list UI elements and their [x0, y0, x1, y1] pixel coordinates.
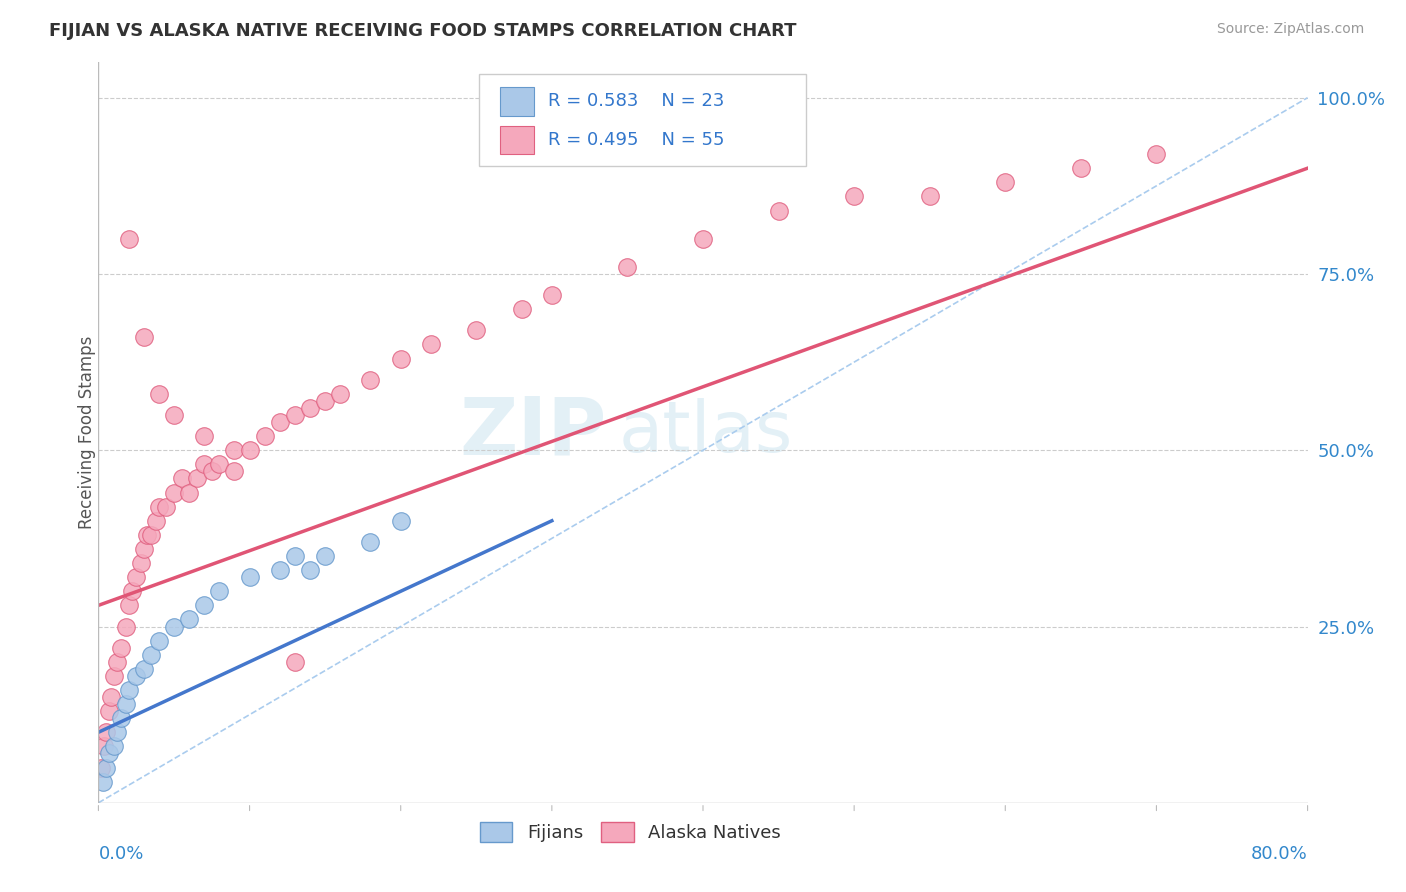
Point	[105, 725, 128, 739]
Point	[163, 619, 186, 633]
Point	[253, 429, 276, 443]
Point	[129, 556, 152, 570]
Point	[224, 443, 246, 458]
Point	[118, 683, 141, 698]
Point	[90, 760, 112, 774]
Point	[1070, 161, 1092, 176]
Text: 80.0%: 80.0%	[1251, 845, 1308, 863]
Point	[125, 669, 148, 683]
Point	[208, 584, 231, 599]
Point	[284, 408, 307, 422]
Point	[299, 401, 322, 415]
Point	[918, 189, 941, 203]
Legend: Fijians, Alaska Natives: Fijians, Alaska Natives	[472, 815, 789, 849]
Point	[114, 697, 136, 711]
Point	[465, 323, 488, 337]
Text: 0.0%: 0.0%	[98, 845, 143, 863]
Point	[170, 471, 193, 485]
Point	[994, 175, 1017, 189]
Y-axis label: Receiving Food Stamps: Receiving Food Stamps	[79, 336, 96, 529]
Point	[155, 500, 177, 514]
Point	[114, 619, 136, 633]
Point	[510, 302, 533, 317]
Point	[103, 669, 125, 683]
Point	[239, 443, 262, 458]
Point	[239, 570, 262, 584]
Text: Source: ZipAtlas.com: Source: ZipAtlas.com	[1216, 22, 1364, 37]
Point	[141, 648, 163, 662]
Point	[540, 288, 562, 302]
Point	[163, 408, 186, 422]
Point	[103, 739, 125, 754]
Point	[98, 747, 121, 761]
Point	[121, 584, 143, 599]
FancyBboxPatch shape	[501, 126, 534, 154]
Point	[132, 662, 155, 676]
Point	[193, 429, 215, 443]
Point	[389, 351, 412, 366]
Point	[1146, 147, 1168, 161]
FancyBboxPatch shape	[501, 87, 534, 116]
Point	[132, 541, 155, 556]
Point	[125, 570, 148, 584]
Text: R = 0.583    N = 23: R = 0.583 N = 23	[548, 93, 724, 111]
Point	[269, 415, 291, 429]
Point	[163, 485, 186, 500]
Point	[94, 760, 117, 774]
Point	[208, 458, 231, 472]
Point	[193, 599, 215, 613]
Point	[110, 640, 132, 655]
Point	[389, 514, 412, 528]
Text: ZIP: ZIP	[458, 393, 606, 472]
Point	[179, 612, 201, 626]
Point	[360, 373, 382, 387]
Point	[224, 464, 246, 478]
Point	[314, 393, 336, 408]
Point	[132, 330, 155, 344]
Point	[105, 655, 128, 669]
Point	[118, 232, 141, 246]
Point	[98, 704, 121, 718]
Point	[193, 458, 215, 472]
Point	[148, 633, 170, 648]
Point	[616, 260, 638, 274]
Point	[768, 203, 790, 218]
Text: atlas: atlas	[619, 398, 793, 467]
Point	[93, 739, 115, 754]
Point	[360, 535, 382, 549]
Point	[148, 500, 170, 514]
Point	[269, 563, 291, 577]
Point	[692, 232, 714, 246]
Point	[110, 711, 132, 725]
Point	[91, 774, 114, 789]
Text: FIJIAN VS ALASKA NATIVE RECEIVING FOOD STAMPS CORRELATION CHART: FIJIAN VS ALASKA NATIVE RECEIVING FOOD S…	[49, 22, 797, 40]
FancyBboxPatch shape	[479, 73, 806, 166]
Point	[329, 387, 352, 401]
Point	[420, 337, 443, 351]
Point	[299, 563, 322, 577]
Point	[148, 387, 170, 401]
Point	[145, 514, 167, 528]
Point	[141, 528, 163, 542]
Point	[94, 725, 117, 739]
Point	[100, 690, 122, 704]
Point	[118, 599, 141, 613]
Point	[186, 471, 208, 485]
Point	[314, 549, 336, 563]
Point	[179, 485, 201, 500]
Point	[135, 528, 157, 542]
Point	[201, 464, 224, 478]
Point	[844, 189, 866, 203]
Point	[284, 549, 307, 563]
Text: R = 0.495    N = 55: R = 0.495 N = 55	[548, 131, 724, 149]
Point	[284, 655, 307, 669]
